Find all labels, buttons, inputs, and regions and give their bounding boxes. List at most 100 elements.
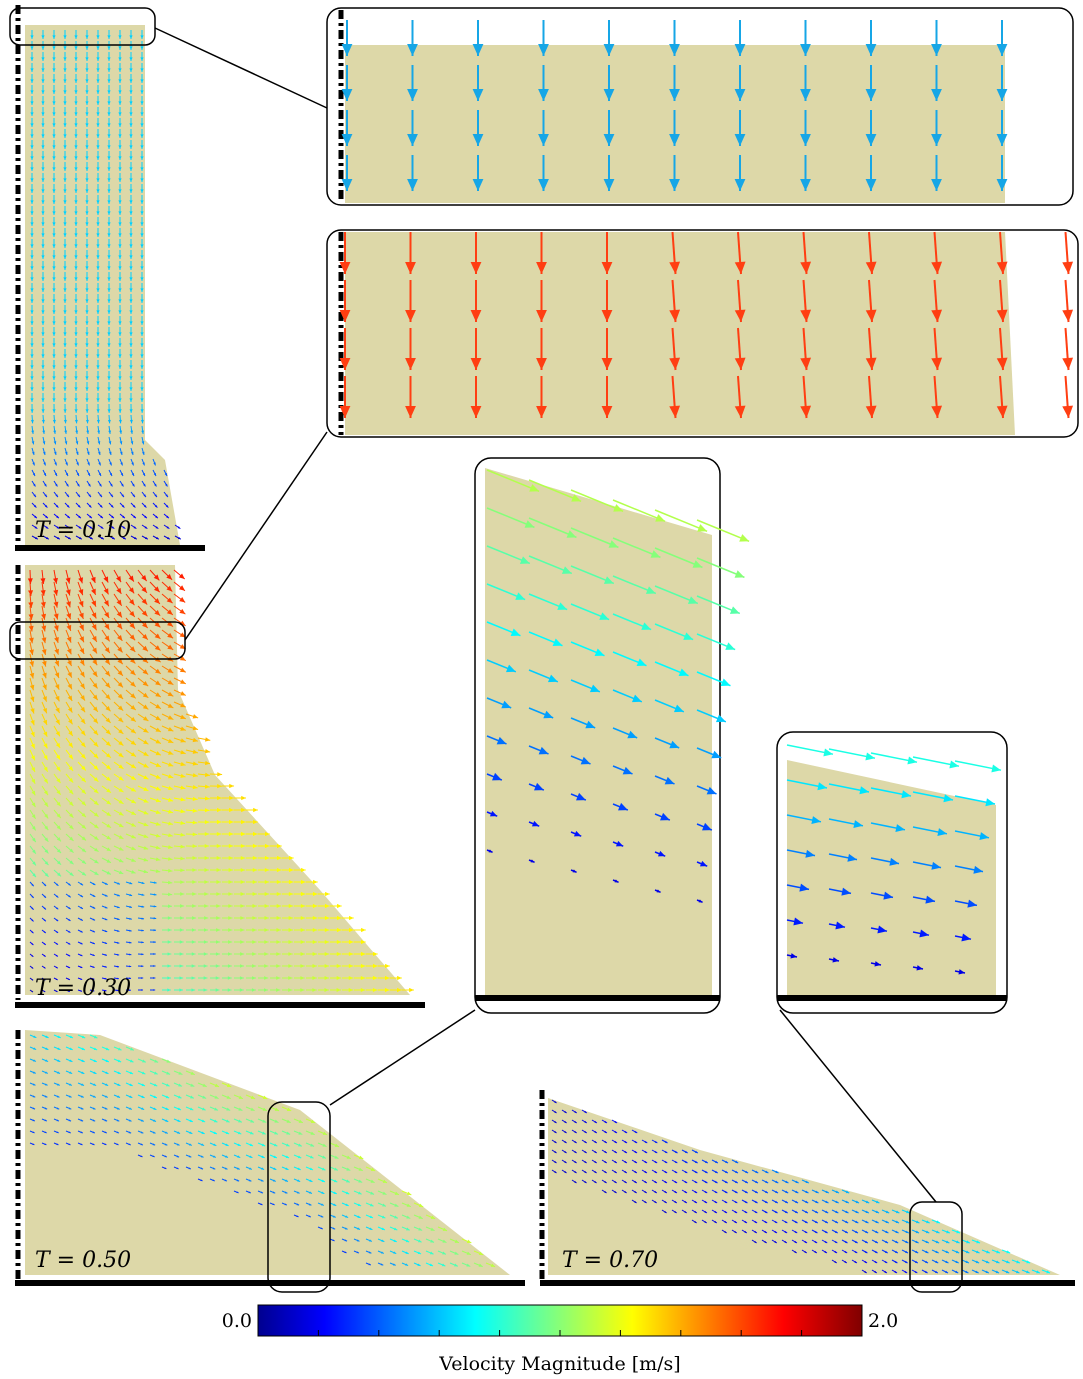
arrow-head xyxy=(80,1095,84,1098)
arrow-head xyxy=(129,123,133,127)
arrow-head xyxy=(320,1215,324,1218)
arrow-head xyxy=(594,1180,597,1183)
arrow-head xyxy=(55,990,58,992)
arrow-head xyxy=(116,977,119,980)
arrow-head xyxy=(192,832,198,837)
arrow-head xyxy=(129,929,132,932)
arrow-head xyxy=(118,101,122,105)
arrow-head xyxy=(300,891,306,897)
arrow-head xyxy=(85,222,89,226)
arrow-head xyxy=(975,1250,980,1254)
arrow-head xyxy=(915,1250,919,1253)
arrow-head xyxy=(201,1143,205,1146)
arrow-head xyxy=(54,462,57,466)
arrow-head xyxy=(68,719,73,725)
zoom-box xyxy=(326,229,1079,438)
arrow-head xyxy=(74,57,78,61)
arrow-head xyxy=(140,255,144,259)
arrow-head xyxy=(215,976,220,980)
arrow-head xyxy=(228,831,234,837)
arrow-head xyxy=(106,776,111,782)
arrow-head xyxy=(252,916,257,920)
arrow-head xyxy=(168,786,174,791)
arrow-head xyxy=(31,778,36,784)
arrow-head xyxy=(74,244,78,248)
arrow-head xyxy=(775,1180,779,1183)
arrow-head xyxy=(30,255,34,259)
arrow-head xyxy=(614,1180,617,1183)
arrow-head xyxy=(202,1107,206,1111)
arrow-head xyxy=(310,1143,315,1147)
arrow-head xyxy=(883,891,893,900)
arrow-head xyxy=(78,536,82,540)
arrow-head xyxy=(345,1203,349,1206)
arrow-head xyxy=(380,1263,384,1266)
arrow-head xyxy=(765,1170,769,1173)
arrow-head xyxy=(53,577,58,584)
arrow-head xyxy=(56,1131,59,1134)
arrow-head xyxy=(52,419,56,424)
arrow-head xyxy=(217,807,222,813)
arrow-head xyxy=(865,1220,869,1223)
arrow-head xyxy=(108,441,112,445)
arrow-head xyxy=(276,879,282,885)
arrow-head xyxy=(69,836,74,841)
arrow-head xyxy=(107,398,111,402)
arrow-head xyxy=(141,929,144,932)
arrow-head xyxy=(228,843,234,849)
arrow-head xyxy=(74,79,78,83)
arrow-head xyxy=(192,761,198,766)
arrow-head xyxy=(276,867,282,873)
arrow-head xyxy=(53,451,57,455)
arrow-head xyxy=(874,1250,878,1253)
arrow-head xyxy=(785,1190,789,1193)
arrow-head xyxy=(213,1119,218,1123)
arrow-head xyxy=(192,737,199,743)
arrow-head xyxy=(129,178,133,182)
arrow-head xyxy=(41,68,45,72)
arrow-head xyxy=(153,917,157,920)
arrow-head xyxy=(94,836,99,840)
arrow-head xyxy=(945,1260,949,1263)
arrow-head xyxy=(804,1230,808,1233)
arrow-head xyxy=(107,288,111,292)
arrow-head xyxy=(85,332,89,336)
arrow-head xyxy=(164,1167,167,1169)
arrow-head xyxy=(634,1170,637,1173)
arrow-head xyxy=(117,929,120,932)
arrow-head xyxy=(373,951,378,957)
arrow-head xyxy=(31,837,36,843)
arrow-head xyxy=(56,536,60,540)
arrow-head xyxy=(214,1083,220,1087)
arrow-head xyxy=(226,1083,232,1087)
arrow-head xyxy=(656,889,661,893)
arrow-head xyxy=(202,1095,207,1099)
arrow-head xyxy=(213,1131,217,1134)
arrow-head xyxy=(168,845,173,849)
arrow-head xyxy=(237,1155,241,1158)
arrow-head xyxy=(129,1083,133,1086)
arrow-head xyxy=(34,536,38,540)
arrow-head xyxy=(56,754,61,760)
arrow-head xyxy=(344,1239,348,1242)
arrow-head xyxy=(30,365,34,369)
arrow-head xyxy=(249,1155,253,1158)
arrow-head xyxy=(684,1160,688,1163)
arrow-head xyxy=(683,632,694,640)
arrow-head xyxy=(834,1240,838,1243)
arrow-head xyxy=(41,343,45,347)
arrow-head xyxy=(614,879,619,883)
arrow-head xyxy=(634,1180,637,1183)
arrow-head xyxy=(370,1179,375,1183)
arrow-head xyxy=(45,515,48,519)
arrow-head xyxy=(382,1203,386,1207)
arrow-head xyxy=(68,978,70,980)
arrow-head xyxy=(241,819,246,825)
arrow-head xyxy=(153,965,156,967)
arrow-head xyxy=(109,462,112,466)
arrow-head xyxy=(179,608,186,615)
arrow-head xyxy=(935,1230,940,1234)
arrow-head xyxy=(93,777,99,782)
arrow-head xyxy=(216,843,222,849)
arrow-head xyxy=(52,255,56,259)
